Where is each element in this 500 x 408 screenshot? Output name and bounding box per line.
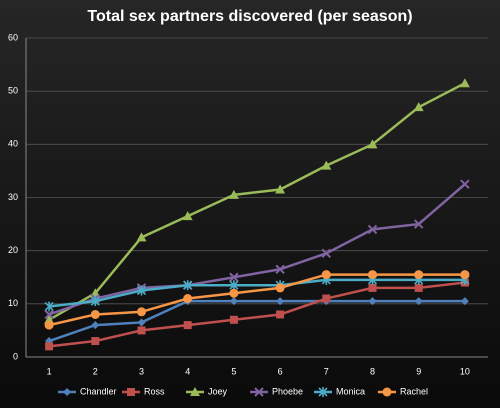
marker — [229, 315, 238, 324]
y-tick-label: 20 — [8, 245, 18, 255]
marker — [90, 296, 100, 307]
legend-label: Joey — [208, 386, 228, 396]
marker — [414, 283, 423, 292]
x-tick-label: 8 — [370, 366, 375, 376]
x-tick-label: 1 — [47, 366, 52, 376]
marker — [460, 297, 469, 306]
marker — [229, 280, 239, 291]
marker — [136, 232, 147, 242]
marker — [229, 297, 238, 306]
legend-label: Monica — [336, 386, 365, 396]
marker — [368, 297, 377, 306]
marker — [275, 264, 285, 274]
marker — [276, 297, 285, 306]
y-tick-label: 60 — [8, 32, 18, 42]
series-line — [48, 273, 465, 327]
x-tick-label: 5 — [231, 366, 236, 376]
marker — [276, 310, 285, 319]
marker — [44, 320, 54, 330]
series-line — [48, 183, 466, 316]
marker — [229, 288, 239, 298]
marker — [368, 270, 377, 280]
marker — [414, 297, 423, 306]
marker — [275, 283, 285, 293]
legend-label: Rachel — [400, 386, 428, 396]
legend-entry: Ross — [122, 386, 165, 396]
marker — [229, 272, 239, 282]
marker — [137, 326, 146, 335]
x-tick-label: 4 — [185, 366, 190, 376]
series-line — [48, 299, 465, 343]
marker — [322, 294, 331, 303]
y-tick-label: 40 — [8, 139, 18, 149]
legend-entry: Joey — [186, 386, 228, 396]
legend-marker — [254, 387, 264, 397]
marker — [45, 342, 54, 351]
x-tick-label: 6 — [278, 366, 283, 376]
legend-label: Ross — [144, 386, 165, 396]
marker — [90, 309, 100, 319]
marker — [460, 270, 470, 280]
legend-entry: Monica — [314, 386, 365, 397]
marker — [414, 270, 424, 280]
x-tick-label: 10 — [460, 366, 470, 376]
legend-label: Phoebe — [272, 386, 303, 396]
legend-label: Chandler — [80, 386, 117, 396]
marker — [137, 318, 146, 327]
series-line — [48, 278, 465, 308]
marker — [182, 211, 193, 221]
x-tick-label: 9 — [416, 366, 421, 376]
marker — [413, 219, 424, 229]
marker — [368, 283, 377, 292]
marker — [367, 224, 378, 235]
marker — [367, 139, 378, 149]
marker — [183, 294, 193, 304]
marker — [275, 184, 286, 194]
marker — [321, 248, 332, 259]
marker — [460, 179, 470, 189]
x-tick-label: 3 — [139, 366, 144, 376]
marker — [321, 270, 331, 280]
marker — [183, 280, 193, 291]
marker — [91, 337, 100, 346]
legend-marker — [190, 387, 200, 396]
x-tick-label: 7 — [324, 366, 329, 376]
legend-entry: Phoebe — [250, 386, 303, 397]
marker — [91, 321, 100, 330]
legend-marker — [127, 388, 135, 396]
legend-marker — [382, 387, 392, 397]
x-tick-label: 2 — [93, 366, 98, 376]
series-line — [48, 281, 466, 348]
legend-entry: Chandler — [58, 386, 117, 396]
y-tick-label: 50 — [8, 86, 18, 96]
series-line — [48, 82, 466, 321]
marker — [136, 285, 147, 296]
marker — [228, 189, 239, 199]
chart-title: Total sex partners discovered (per seaso… — [87, 8, 412, 25]
legend-marker — [318, 387, 328, 397]
legend-entry: Rachel — [378, 386, 428, 397]
marker — [321, 160, 332, 170]
marker — [137, 307, 146, 317]
y-tick-label: 30 — [8, 192, 18, 202]
marker — [44, 309, 54, 320]
legend-marker — [63, 388, 71, 396]
marker — [44, 301, 54, 312]
y-tick-label: 0 — [13, 351, 18, 361]
y-tick-label: 10 — [8, 298, 18, 308]
marker — [459, 78, 470, 88]
marker — [413, 102, 424, 112]
marker — [183, 321, 192, 330]
